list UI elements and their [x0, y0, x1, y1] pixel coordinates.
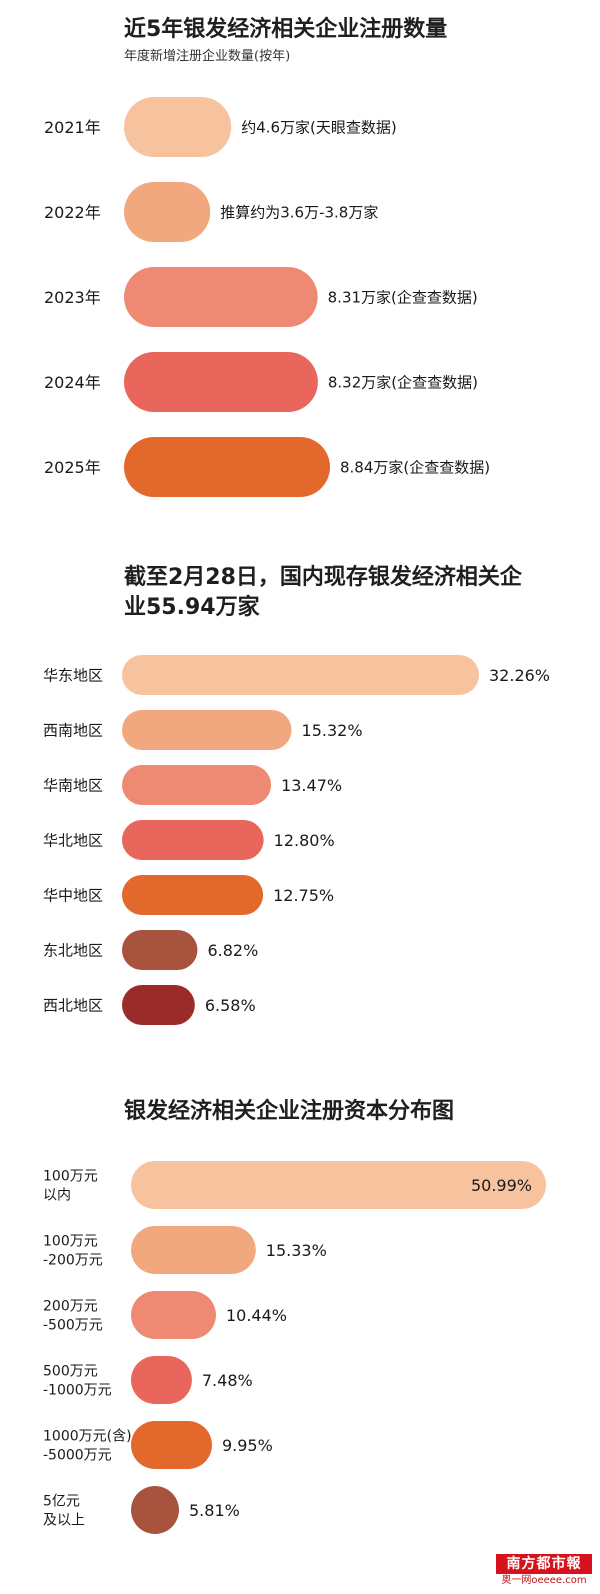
chart2-category-label: 华南地区	[43, 776, 103, 794]
chart3-category-label: 200万元	[43, 1299, 98, 1315]
chart2-title-line-1: 截至2月28日，国内现存银发经济相关企	[124, 565, 522, 590]
chart3-title: 银发经济相关企业注册资本分布图	[124, 1099, 455, 1124]
chart2-value-label: 12.80%	[274, 831, 335, 850]
chart2-category-label: 西北地区	[43, 996, 103, 1014]
chart3-bar	[131, 1291, 216, 1339]
chart2-plot: 华东地区 32.26% 西南地区 15.32% 华南地区 13.47% 华北地区 12.80%…	[43, 655, 550, 1025]
chart2-bar	[122, 655, 479, 695]
chart1-value-label: 约4.6万家(天眼查数据)	[241, 118, 397, 136]
chart3-category-label: 500万元	[43, 1364, 98, 1380]
chart2-value-label: 6.58%	[205, 996, 256, 1015]
chart2-value-label: 12.75%	[273, 886, 334, 905]
chart1-category-label: 2023年	[44, 288, 101, 307]
chart2-value-label: 15.32%	[302, 721, 363, 740]
chart3-bar	[131, 1226, 256, 1274]
chart2-bar	[122, 875, 264, 915]
chart2-title: 截至2月28日，国内现存银发经济相关企 业55.94万家	[124, 563, 522, 623]
chart2-value-label: 13.47%	[281, 776, 342, 795]
chart3-bar	[131, 1356, 192, 1404]
chart1-value-label: 8.84万家(企查查数据)	[340, 458, 490, 476]
chart2-value-label: 32.26%	[489, 666, 550, 685]
chart2-bar	[122, 820, 264, 860]
chart3-bar	[131, 1161, 546, 1209]
chart2-category-label: 华东地区	[43, 666, 103, 684]
chart3-value-label: 5.81%	[189, 1501, 240, 1520]
chart3-category-label: -200万元	[43, 1253, 103, 1269]
chart1-category-label: 2022年	[44, 203, 101, 222]
chart3-category-label: 及以上	[43, 1513, 85, 1529]
chart3-bar	[131, 1486, 179, 1534]
chart1-plot: 2021年 约4.6万家(天眼查数据) 2022年 推算约为3.6万-3.8万家 202…	[44, 97, 490, 497]
chart1-value-label: 8.31万家(企查查数据)	[328, 288, 478, 306]
chart1-value-label: 推算约为3.6万-3.8万家	[220, 203, 378, 221]
chart2-bar	[122, 765, 272, 805]
chart1-bar	[124, 97, 232, 157]
watermark-site-text: 奥一网oeeee.com	[501, 1575, 587, 1586]
chart1-bar	[124, 267, 318, 327]
chart2-category-label: 西南地区	[43, 721, 103, 739]
chart3-category-label: 5亿元	[43, 1494, 80, 1510]
chart1-value-label: 8.32万家(企查查数据)	[328, 373, 478, 391]
chart3-category-label: 1000万元(含)	[43, 1429, 132, 1445]
chart3-value-label: 9.95%	[222, 1436, 273, 1455]
chart2-category-label: 华北地区	[43, 831, 103, 849]
chart3-category-label: 100万元	[43, 1234, 98, 1250]
chart3-category-label: -5000万元	[43, 1448, 112, 1464]
chart3-value-label: 50.99%	[471, 1176, 532, 1195]
chart1-bar	[124, 352, 318, 412]
chart2-category-label: 华中地区	[43, 886, 103, 904]
chart3-category-label: 以内	[43, 1188, 71, 1204]
chart1-subtitle: 年度新增注册企业数量(按年)	[124, 49, 291, 64]
chart1-category-label: 2021年	[44, 118, 101, 137]
chart2-bar	[122, 710, 292, 750]
chart2-value-label: 6.82%	[207, 941, 258, 960]
chart3-value-label: 7.48%	[202, 1371, 253, 1390]
chart2-bar	[122, 985, 195, 1025]
chart2-title-line-2: 业55.94万家	[124, 595, 260, 620]
chart1-bar	[124, 437, 330, 497]
chart1-category-label: 2025年	[44, 458, 101, 477]
newspaper-watermark: 南方都市報 奥一网oeeee.com	[496, 1554, 592, 1588]
chart3-bar	[131, 1421, 212, 1469]
chart3-category-label: -1000万元	[43, 1383, 112, 1399]
chart3-value-label: 10.44%	[226, 1306, 287, 1325]
chart1-bar	[124, 182, 211, 242]
chart2-category-label: 东北地区	[43, 941, 103, 959]
chart3-value-label: 15.33%	[266, 1241, 327, 1260]
chart1-title: 近5年银发经济相关企业注册数量	[124, 17, 448, 42]
chart3-plot: 100万元以内50.99%100万元-200万元15.33%200万元-500万…	[43, 1161, 546, 1534]
watermark-logo-text: 南方都市報	[496, 1554, 592, 1574]
chart2-bar	[122, 930, 198, 970]
chart3-category-label: 100万元	[43, 1169, 98, 1185]
chart3-category-label: -500万元	[43, 1318, 103, 1334]
chart1-category-label: 2024年	[44, 373, 101, 392]
